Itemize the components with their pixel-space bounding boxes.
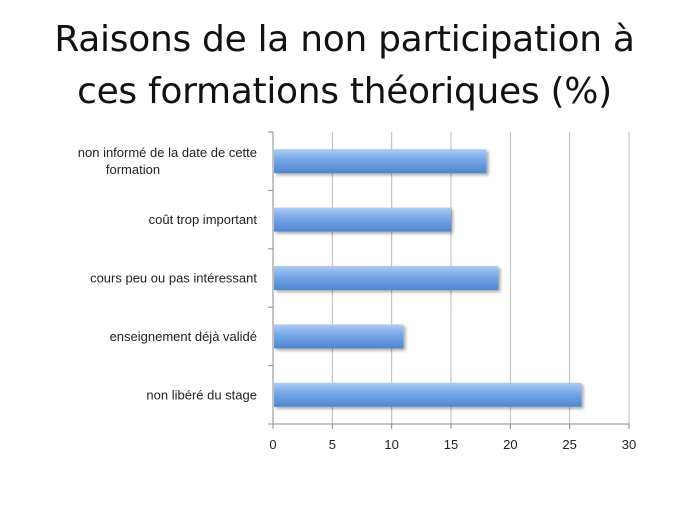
x-tick-label: 15 (444, 437, 458, 452)
tick-labels: 0 5 10 15 20 25 30 (269, 437, 636, 452)
category-label: non libéré du stage (146, 387, 257, 402)
x-tick-label: 25 (562, 437, 576, 452)
x-tick-label: 10 (384, 437, 398, 452)
bar (274, 324, 404, 349)
x-tick-label: 20 (503, 437, 517, 452)
bar (274, 266, 499, 290)
bar (274, 207, 451, 232)
chart-title-line-1: Raisons de la non participation à (54, 19, 635, 60)
bar (274, 382, 582, 407)
chart-title: Raisons de la non participation à ces fo… (0, 14, 689, 118)
category-label: non informé de la date de cette (78, 145, 257, 160)
x-tick-label: 5 (329, 437, 336, 452)
axes (268, 131, 630, 429)
category-label: enseignement déjà validé (110, 329, 257, 344)
category-label: cours peu ou pas intéressant (90, 271, 257, 286)
bar (274, 149, 487, 174)
chart-title-line-2: ces formations théoriques (%) (77, 71, 612, 112)
category-label: coût trop important (149, 212, 258, 227)
bars (274, 149, 582, 407)
x-tick-label: 0 (269, 437, 276, 452)
category-labels: non informé de la date de cette formation… (78, 145, 258, 402)
category-label: formation (106, 162, 160, 177)
x-tick-label: 30 (622, 437, 636, 452)
